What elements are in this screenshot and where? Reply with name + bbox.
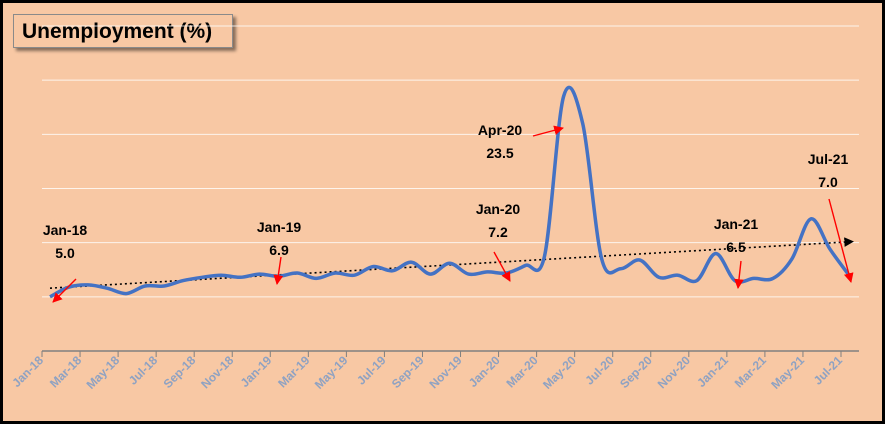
series-line-unemployment [49, 85, 851, 299]
trend-line [49, 237, 854, 289]
annotation-period: Apr-20 [478, 122, 523, 138]
annotation-value: 7.0 [818, 174, 838, 190]
annotation-value: 6.9 [269, 242, 289, 258]
annotation-period: Jan-18 [43, 222, 88, 238]
series-layer [49, 85, 851, 299]
x-tick-label: Mar-20 [503, 353, 540, 390]
x-tick-label: Jul-20 [582, 353, 617, 388]
x-tick-label: May-19 [312, 353, 351, 392]
x-tick-label: Jan-19 [238, 353, 275, 390]
x-tick-label: May-21 [768, 353, 807, 392]
annotation-value: 23.5 [486, 145, 513, 161]
annotation-arrow [734, 260, 744, 289]
x-tick-label: Sep-20 [617, 353, 655, 391]
line-chart: Jan-18 5.0 Jan-19 6.9 Jan-20 7.2 Apr-20 23.5 Jan… [9, 25, 859, 392]
x-tick-label: Sep-19 [389, 353, 427, 391]
tick-label-layer: Jan-18 Mar-18 May-18 Jul-18 Sep-18 Nov-18 Jan-… [9, 353, 845, 392]
x-tick-label: Sep-18 [161, 353, 199, 391]
annotation-period: Jan-20 [476, 201, 521, 217]
x-tick-label: Jan-21 [694, 353, 731, 390]
x-tick-label: Jul-21 [811, 353, 846, 388]
x-tick-label: Jul-19 [354, 353, 389, 388]
x-tick-label: Mar-21 [732, 353, 769, 390]
trend-layer [49, 237, 854, 289]
x-tick-label: Jul-18 [126, 353, 161, 388]
annotation-arrow [273, 256, 284, 285]
annotation-period: Jan-19 [257, 219, 302, 235]
x-tick-label: Mar-18 [47, 353, 84, 390]
x-tick-label: Nov-19 [426, 353, 464, 391]
x-tick-label: May-18 [84, 353, 123, 392]
annotation-value: 6.5 [726, 239, 746, 255]
annotation-period: Jan-21 [714, 216, 759, 232]
annotation-arrow [52, 278, 77, 303]
x-tick-label: May-20 [540, 353, 579, 392]
annotation-value: 5.0 [55, 245, 75, 261]
annotation-value: 7.2 [488, 224, 508, 240]
x-tick-label: Jan-18 [9, 353, 46, 390]
annotation-arrow [828, 198, 854, 283]
x-tick-label: Nov-20 [655, 353, 693, 391]
annotation-layer: Jan-18 5.0 Jan-19 6.9 Jan-20 7.2 Apr-20 23.5 Jan… [43, 122, 854, 303]
gridlines [42, 25, 859, 298]
annotation-period: Jul-21 [808, 151, 849, 167]
x-tick-label: Jan-20 [466, 353, 503, 390]
x-tick-label: Nov-18 [198, 353, 236, 391]
x-tick-label: Mar-19 [275, 353, 312, 390]
annotation-arrow [493, 251, 511, 282]
x-axis [41, 350, 859, 357]
annotation-arrow [532, 125, 564, 137]
